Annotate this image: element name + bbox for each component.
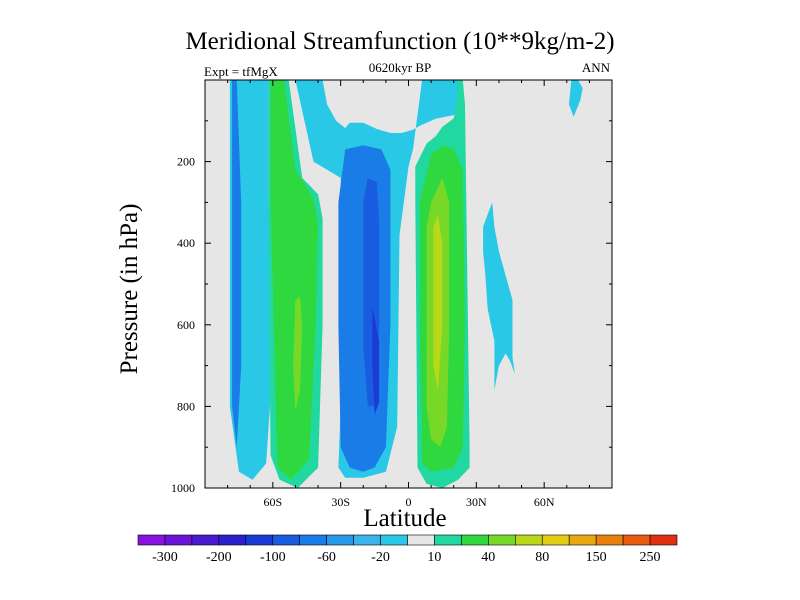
colorbar-swatch-0 <box>137 534 166 546</box>
y-tick-label-3: 800 <box>177 399 195 413</box>
contour-region-1 <box>232 80 242 448</box>
colorbar-swatch-5 <box>272 534 301 546</box>
colorbar-swatch-7 <box>326 534 354 546</box>
colorbar-swatch-2 <box>191 534 220 546</box>
colorbar-label-5: 10 <box>427 550 441 565</box>
colorbar-swatch-18 <box>622 534 651 546</box>
x-axis-label: Latitude <box>363 505 447 532</box>
colorbar-label-0: -300 <box>152 550 178 565</box>
colorbar-swatch-8 <box>353 534 381 546</box>
contour-regions <box>229 80 583 488</box>
colorbar-label-4: -20 <box>371 550 390 565</box>
colorbar-swatch-15 <box>541 534 570 546</box>
contour-region-13 <box>433 214 443 391</box>
contour-region-15 <box>498 284 508 350</box>
colorbar-swatch-14 <box>514 534 543 546</box>
x-tick-label-4: 60N <box>534 495 555 509</box>
chart-title: Meridional Streamfunction (10**9kg/m-2) <box>185 28 615 55</box>
colorbar-swatch-1 <box>164 534 193 546</box>
x-tick-label-0: 60S <box>263 495 282 509</box>
colorbar-swatch-11 <box>434 534 462 546</box>
colorbar-label-1: -200 <box>206 550 232 565</box>
y-tick-label-0: 200 <box>177 155 195 169</box>
colorbar-swatch-9 <box>380 534 408 546</box>
x-tick-label-1: 30S <box>331 495 350 509</box>
y-tick-label-1: 400 <box>177 236 195 250</box>
colorbar-swatch-10 <box>407 534 435 546</box>
colorbar-swatch-13 <box>488 534 516 546</box>
contour-region-9 <box>372 308 380 415</box>
y-tick-label-2: 600 <box>177 318 195 332</box>
chart-subtitle: 0620kyr BP <box>368 60 432 75</box>
axis-ticks: 60S 30S 0 30N 60N 200 400 600 800 1000 <box>171 80 612 509</box>
colorbar-label-6: 40 <box>481 550 495 565</box>
y-tick-label-4: 1000 <box>171 481 195 495</box>
contour-region-4 <box>293 296 303 411</box>
colorbar-swatch-16 <box>568 534 597 546</box>
colorbar-swatch-3 <box>218 534 247 546</box>
colorbar-swatch-4 <box>245 534 274 546</box>
season-label: ANN <box>581 60 610 75</box>
colorbar-label-9: 250 <box>640 550 661 565</box>
experiment-label: Expt = tfMgX <box>204 64 278 79</box>
colorbar-swatch-17 <box>595 534 624 546</box>
colorbar-swatch-12 <box>461 534 489 546</box>
colorbar-swatch-19 <box>649 534 678 546</box>
x-tick-label-2: 0 <box>406 495 412 509</box>
x-tick-label-3: 30N <box>466 495 487 509</box>
contour-region-3 <box>270 80 319 480</box>
colorbar-label-2: -100 <box>260 550 286 565</box>
colorbar-label-7: 80 <box>535 550 549 565</box>
colorbar-label-8: 150 <box>586 550 607 565</box>
colorbar: -300 -200 -100 -60 -20 10 40 80 150 250 <box>137 534 678 565</box>
contour-region-0 <box>229 80 273 480</box>
contour-region-6 <box>569 80 583 117</box>
colorbar-swatch-6 <box>299 534 327 546</box>
colorbar-label-3: -60 <box>317 550 336 565</box>
